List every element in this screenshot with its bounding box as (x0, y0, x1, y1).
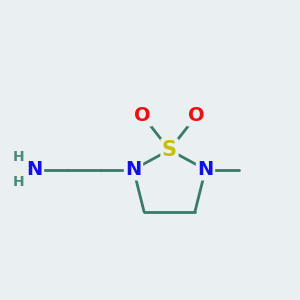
Text: O: O (188, 106, 205, 125)
Text: N: N (197, 160, 214, 179)
Text: O: O (134, 106, 151, 125)
Text: N: N (125, 160, 142, 179)
Text: N: N (26, 160, 43, 179)
Text: H: H (13, 150, 25, 164)
Text: S: S (162, 140, 177, 160)
Text: H: H (13, 175, 25, 189)
